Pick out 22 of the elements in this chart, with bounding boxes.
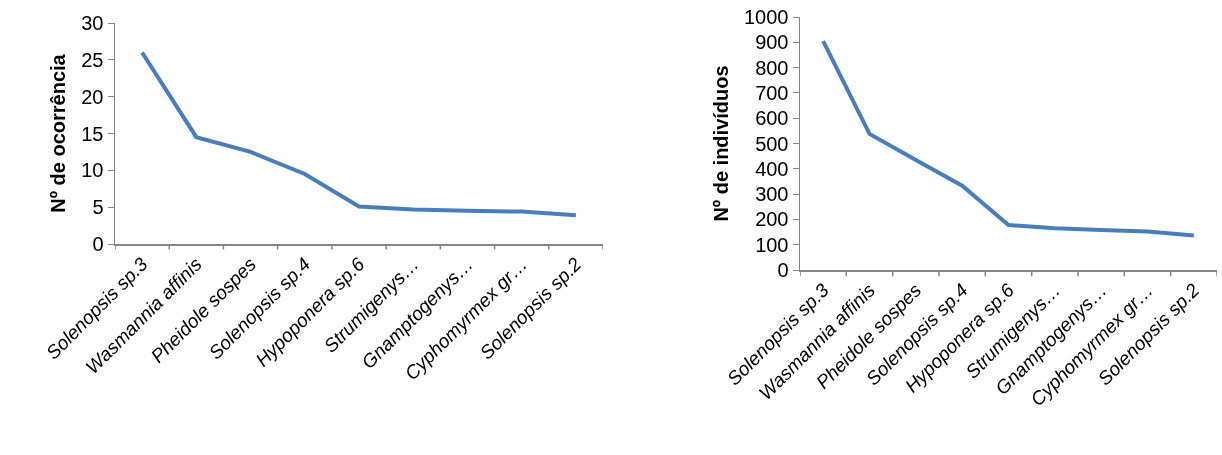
y-axis-title: Nº de ocorrência — [47, 53, 69, 213]
y-tick-label: 100 — [755, 233, 789, 256]
y-tick-label: 800 — [755, 56, 789, 79]
y-tick-label: 900 — [755, 31, 789, 54]
y-tick-label: 700 — [755, 81, 789, 104]
y-tick-label: 25 — [81, 48, 104, 71]
y-tick-label: 600 — [755, 107, 789, 130]
y-tick-label: 400 — [755, 157, 789, 180]
y-tick-label: 15 — [81, 122, 104, 145]
line-series — [821, 39, 1196, 238]
line-series — [140, 50, 578, 218]
y-tick-label: 20 — [81, 85, 104, 108]
y-tick-label: 30 — [81, 12, 104, 34]
y-tick-label: 10 — [81, 159, 104, 182]
y-tick-label: 1000 — [744, 6, 789, 28]
y-tick-label: 200 — [755, 208, 789, 231]
y-tick-label: 0 — [92, 233, 104, 255]
y-tick-label: 5 — [92, 196, 104, 219]
y-axis-title: Nº de indivíduos — [709, 65, 732, 222]
y-tick-label: 500 — [755, 132, 789, 155]
y-tick-label: 300 — [755, 183, 789, 206]
y-tick-label: 0 — [777, 259, 789, 281]
